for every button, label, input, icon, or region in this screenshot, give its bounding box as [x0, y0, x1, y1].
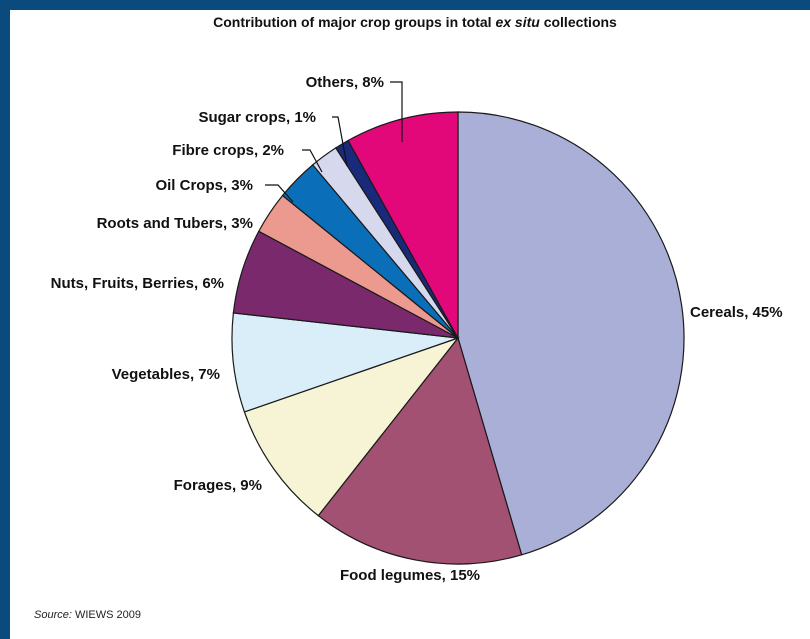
- slice-label: Sugar crops, 1%: [198, 109, 316, 126]
- slice-label: Cereals, 45%: [690, 304, 783, 321]
- pie-slice-cereals: [457, 111, 685, 556]
- slice-label: Fibre crops, 2%: [172, 142, 284, 159]
- source-note: Source: WIEWS 2009: [34, 609, 141, 621]
- leader-line: [332, 116, 348, 167]
- slice-label: Food legumes, 15%: [340, 567, 480, 584]
- leader-line: [302, 149, 323, 173]
- chart-title-part: Contribution of major crop groups in tot…: [213, 14, 496, 30]
- pie-chart: Cereals, 45% Food legumes, 15% Forages, 9%…: [51, 74, 783, 584]
- pie-slice-food-legumes: [317, 336, 523, 565]
- title-bar: [10, 10, 810, 38]
- leader-line: [390, 81, 403, 142]
- slice-label: Oil Crops, 3%: [155, 177, 253, 194]
- source-value: WIEWS 2009: [74, 609, 142, 621]
- pie-slice-others: [347, 111, 459, 341]
- leader-line: [265, 184, 294, 203]
- slice-label: Forages, 9%: [174, 477, 262, 494]
- source-label: Source:: [34, 609, 72, 621]
- slice-label: Nuts, Fruits, Berries, 6%: [51, 275, 224, 292]
- slice-label: Roots and Tubers, 3%: [97, 215, 253, 232]
- pie-slice-vegetables: [231, 312, 459, 413]
- chart-title: Contribution of major crop groups in tot…: [10, 14, 810, 30]
- slice-label: Others, 8%: [306, 74, 384, 91]
- slice-label: Vegetables, 7%: [112, 366, 220, 383]
- chart-title-italic: ex situ: [495, 14, 540, 30]
- pie-slice-forages: [243, 336, 460, 517]
- chart-title-part: collections: [539, 14, 617, 30]
- figure-panel: Contribution of major crop groups in tot…: [10, 10, 810, 639]
